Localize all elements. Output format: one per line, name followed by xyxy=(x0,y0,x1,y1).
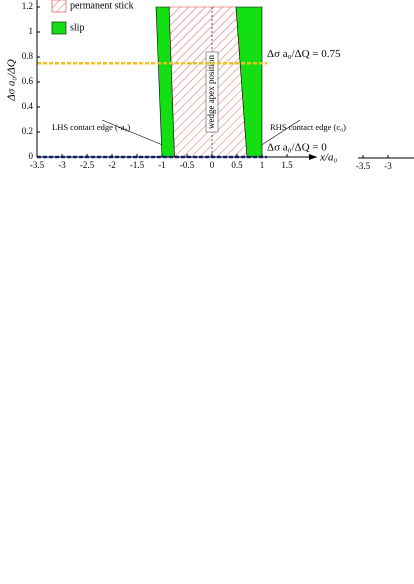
x-tick-label: -2 xyxy=(108,160,116,170)
y-axis-label: Δσ a₀/ΔQ xyxy=(6,59,18,101)
x-tick-label: -3.5 xyxy=(30,160,45,170)
x-tick-label: -0.5 xyxy=(180,160,195,170)
x-tick-label: 0.5 xyxy=(231,160,243,170)
apex-label: wedge apex position xyxy=(206,55,216,129)
x-tick-label: -3 xyxy=(58,160,66,170)
x-tick-label: -3.5 xyxy=(356,161,371,171)
x-tick-label: -2.5 xyxy=(80,160,95,170)
y-tick-label: 0.6 xyxy=(22,76,34,86)
y-tick-label: 1 xyxy=(29,26,34,36)
x-tick-label: 1.5 xyxy=(281,160,293,170)
apex-label-box xyxy=(205,51,219,133)
legend-label: permanent stick xyxy=(70,0,134,11)
y-tick-label: 0 xyxy=(29,151,34,161)
annotation: LHS contact edge (-a₀) xyxy=(52,122,130,132)
leader xyxy=(261,119,301,146)
leader xyxy=(101,119,163,146)
y-tick-label: 0.2 xyxy=(22,126,33,136)
h-line-label: Δσ a₀/ΔQ = 0 xyxy=(267,142,327,154)
x-tick-label: -1 xyxy=(158,160,166,170)
y-tick-label: 1.2 xyxy=(22,1,33,11)
legend-swatch xyxy=(51,21,67,35)
legend-label: slip xyxy=(70,22,84,33)
annotation: RHS contact edge (c₀) xyxy=(270,122,346,132)
x-tick-label: -3 xyxy=(384,161,392,171)
x-tick-label: 1 xyxy=(260,160,265,170)
x-tick-label: 0 xyxy=(210,160,215,170)
h-line-label: Δσ a₀/ΔQ = 0.75 xyxy=(267,48,341,60)
x-axis-arrow xyxy=(309,154,317,160)
y-tick-label: 0.4 xyxy=(22,101,34,111)
x-axis-label: x/a₀ xyxy=(319,152,337,164)
y-tick-label: 0.8 xyxy=(22,51,34,61)
x-tick-label: -1.5 xyxy=(130,160,145,170)
legend-swatch xyxy=(51,0,67,13)
